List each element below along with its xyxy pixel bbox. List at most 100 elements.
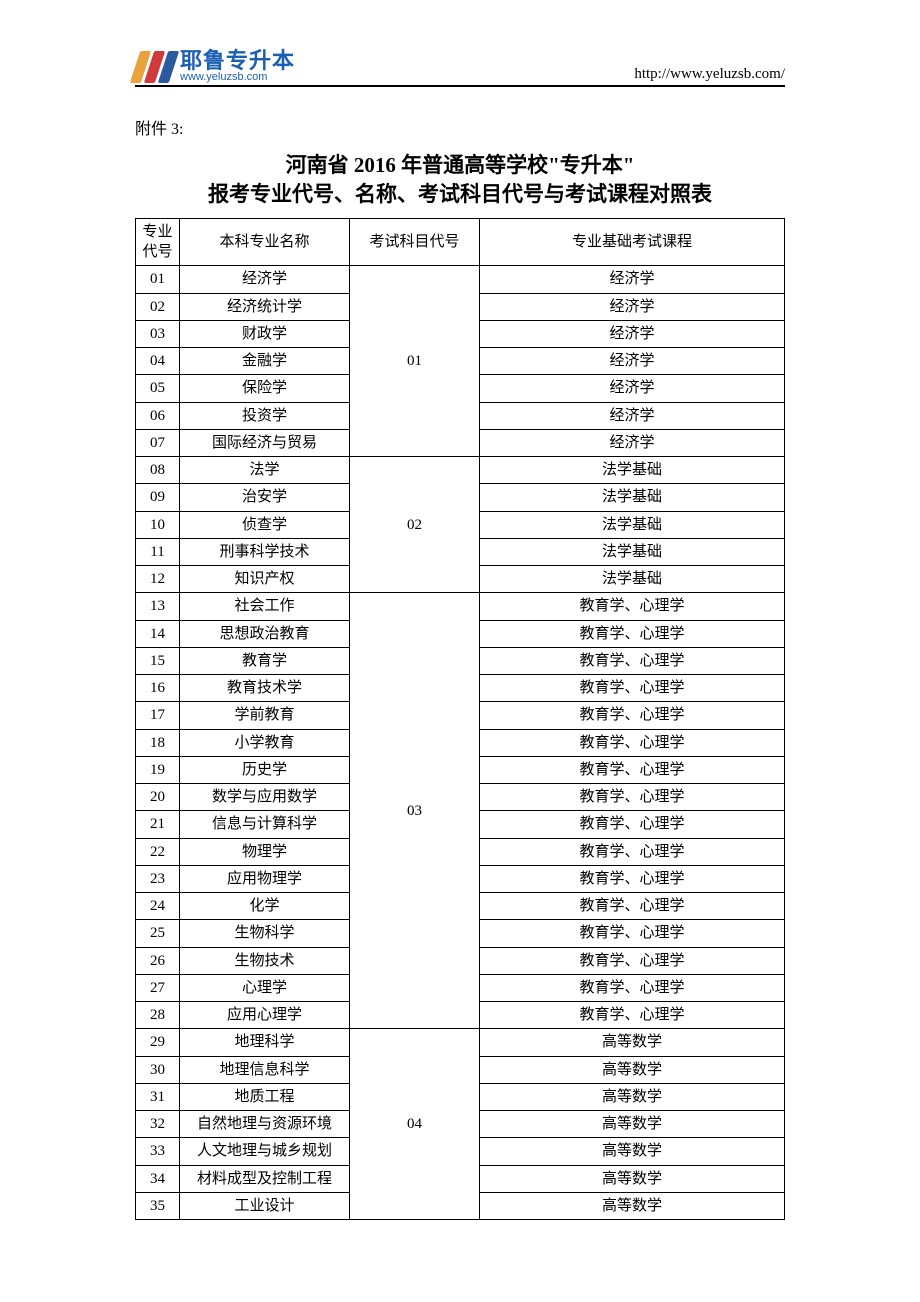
cell-code: 06	[136, 402, 180, 429]
cell-major: 投资学	[180, 402, 350, 429]
table-row: 13社会工作03教育学、心理学	[136, 593, 785, 620]
cell-major: 刑事科学技术	[180, 538, 350, 565]
cell-code: 16	[136, 675, 180, 702]
cell-subject-code: 04	[350, 1029, 480, 1220]
cell-course: 高等数学	[480, 1056, 785, 1083]
cell-major: 治安学	[180, 484, 350, 511]
cell-course: 教育学、心理学	[480, 647, 785, 674]
table-row: 29地理科学04高等数学	[136, 1029, 785, 1056]
col-header-course: 专业基础考试课程	[480, 218, 785, 266]
cell-code: 19	[136, 756, 180, 783]
cell-major: 生物技术	[180, 947, 350, 974]
logo-text-url: www.yeluzsb.com	[180, 72, 295, 83]
cell-code: 01	[136, 266, 180, 293]
cell-major: 知识产权	[180, 566, 350, 593]
cell-course: 教育学、心理学	[480, 756, 785, 783]
cell-course: 教育学、心理学	[480, 784, 785, 811]
cell-course: 经济学	[480, 293, 785, 320]
cell-course: 教育学、心理学	[480, 675, 785, 702]
cell-code: 23	[136, 865, 180, 892]
col-header-major: 本科专业名称	[180, 218, 350, 266]
cell-major: 侦查学	[180, 511, 350, 538]
cell-code: 20	[136, 784, 180, 811]
cell-code: 14	[136, 620, 180, 647]
cell-course: 教育学、心理学	[480, 729, 785, 756]
table-header-row: 专业代号 本科专业名称 考试科目代号 专业基础考试课程	[136, 218, 785, 266]
cell-major: 地质工程	[180, 1083, 350, 1110]
cell-major: 经济统计学	[180, 293, 350, 320]
cell-course: 教育学、心理学	[480, 1002, 785, 1029]
cell-course: 教育学、心理学	[480, 593, 785, 620]
cell-code: 11	[136, 538, 180, 565]
cell-major: 应用心理学	[180, 1002, 350, 1029]
header-url: http://www.yeluzsb.com/	[634, 66, 785, 83]
title-line-1: 河南省 2016 年普通高等学校"专升本"	[135, 151, 785, 180]
logo: 耶鲁专升本 www.yeluzsb.com	[135, 50, 295, 83]
cell-code: 29	[136, 1029, 180, 1056]
cell-major: 人文地理与城乡规划	[180, 1138, 350, 1165]
cell-major: 教育技术学	[180, 675, 350, 702]
cell-code: 35	[136, 1192, 180, 1219]
cell-major: 国际经济与贸易	[180, 429, 350, 456]
cell-major: 地理信息科学	[180, 1056, 350, 1083]
cell-code: 17	[136, 702, 180, 729]
cell-subject-code: 03	[350, 593, 480, 1029]
table-row: 01经济学01经济学	[136, 266, 785, 293]
cell-major: 化学	[180, 893, 350, 920]
cell-major: 保险学	[180, 375, 350, 402]
cell-code: 22	[136, 838, 180, 865]
cell-code: 12	[136, 566, 180, 593]
cell-major: 数学与应用数学	[180, 784, 350, 811]
cell-major: 物理学	[180, 838, 350, 865]
cell-code: 03	[136, 320, 180, 347]
cell-course: 法学基础	[480, 457, 785, 484]
cell-course: 法学基础	[480, 511, 785, 538]
cell-major: 自然地理与资源环境	[180, 1111, 350, 1138]
cell-major: 思想政治教育	[180, 620, 350, 647]
cell-major: 学前教育	[180, 702, 350, 729]
cell-major: 工业设计	[180, 1192, 350, 1219]
cell-code: 32	[136, 1111, 180, 1138]
cell-course: 教育学、心理学	[480, 811, 785, 838]
table-row: 08法学02法学基础	[136, 457, 785, 484]
cell-major: 小学教育	[180, 729, 350, 756]
cell-major: 社会工作	[180, 593, 350, 620]
cell-code: 02	[136, 293, 180, 320]
cell-course: 教育学、心理学	[480, 620, 785, 647]
page-title: 河南省 2016 年普通高等学校"专升本" 报考专业代号、名称、考试科目代号与考…	[135, 151, 785, 210]
cell-major: 财政学	[180, 320, 350, 347]
cell-code: 08	[136, 457, 180, 484]
cell-code: 05	[136, 375, 180, 402]
cell-course: 高等数学	[480, 1083, 785, 1110]
cell-code: 04	[136, 348, 180, 375]
logo-icon	[130, 51, 179, 83]
cell-course: 经济学	[480, 375, 785, 402]
cell-course: 教育学、心理学	[480, 702, 785, 729]
cell-subject-code: 02	[350, 457, 480, 593]
cell-course: 高等数学	[480, 1165, 785, 1192]
cell-code: 18	[136, 729, 180, 756]
cell-major: 金融学	[180, 348, 350, 375]
cell-course: 高等数学	[480, 1192, 785, 1219]
cell-course: 高等数学	[480, 1111, 785, 1138]
cell-course: 教育学、心理学	[480, 974, 785, 1001]
cell-course: 法学基础	[480, 566, 785, 593]
cell-course: 教育学、心理学	[480, 838, 785, 865]
cell-major: 经济学	[180, 266, 350, 293]
cell-major: 历史学	[180, 756, 350, 783]
cell-code: 28	[136, 1002, 180, 1029]
cell-major: 地理科学	[180, 1029, 350, 1056]
cell-code: 24	[136, 893, 180, 920]
cell-course: 经济学	[480, 348, 785, 375]
col-header-code: 专业代号	[136, 218, 180, 266]
cell-course: 高等数学	[480, 1029, 785, 1056]
cell-major: 教育学	[180, 647, 350, 674]
cell-code: 10	[136, 511, 180, 538]
table-body: 01经济学01经济学02经济统计学经济学03财政学经济学04金融学经济学05保险…	[136, 266, 785, 1220]
attachment-label: 附件 3:	[135, 115, 785, 139]
cell-code: 15	[136, 647, 180, 674]
cell-course: 教育学、心理学	[480, 920, 785, 947]
cell-code: 25	[136, 920, 180, 947]
page-header: 耶鲁专升本 www.yeluzsb.com http://www.yeluzsb…	[135, 50, 785, 87]
cell-course: 法学基础	[480, 538, 785, 565]
